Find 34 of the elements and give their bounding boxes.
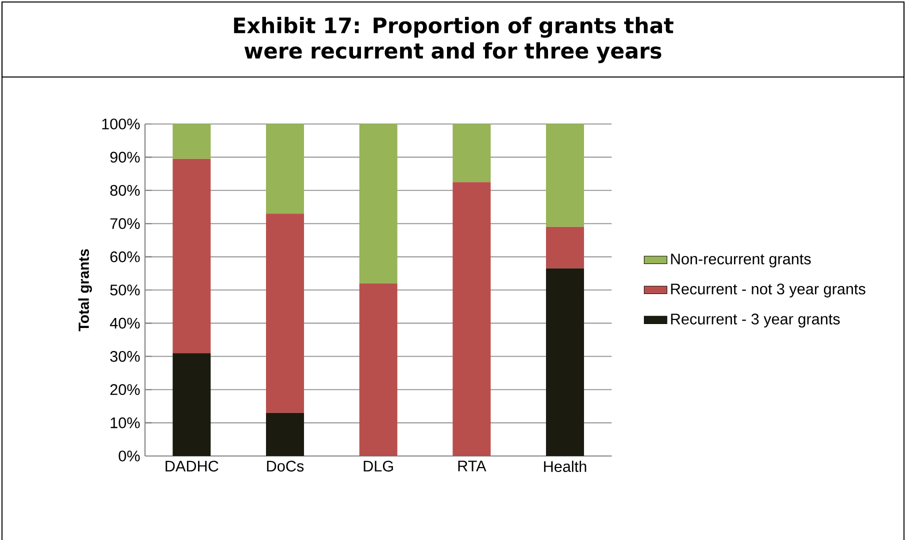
y-tick-label: 60% [110,251,140,262]
y-tick-label: 40% [110,318,140,329]
legend-label: Recurrent - 3 year grants [671,314,840,328]
bar [172,353,211,456]
y-tick-label: 90% [110,152,140,163]
y-tick-label: 30% [110,350,140,362]
bar [266,124,304,214]
x-tick-label: DoCs [267,460,304,472]
bar [359,283,398,456]
legend-label: Non-recurrent grants [671,254,811,268]
y-tick-label: 20% [110,384,140,396]
bar [172,158,211,354]
chart-title: Exhibit 17: Proportion of grants that were recurrent and for three years [234,16,674,64]
bar [546,226,584,268]
x-tick-label: DADHC [166,460,218,472]
y-tick-label: 10% [110,417,140,428]
bar [172,124,211,159]
y-axis-title: Total grants [78,249,92,332]
y-tick-label: 80% [110,184,140,196]
bar [546,124,584,227]
bar [452,124,491,182]
bar [452,182,491,456]
x-tick-label: RTA [458,460,486,472]
bar [546,268,584,456]
bar [266,214,304,413]
y-tick-label: 50% [110,284,140,296]
y-tick-label: 0% [118,450,140,462]
y-tick-label: 100% [102,118,140,130]
x-tick-label: Health [544,460,586,472]
y-tick-label: 70% [110,218,140,230]
bar [266,412,304,456]
x-tick-label: DLG [364,460,393,472]
legend-label: Recurrent - not 3 year grants [671,284,866,298]
bar [359,124,398,284]
